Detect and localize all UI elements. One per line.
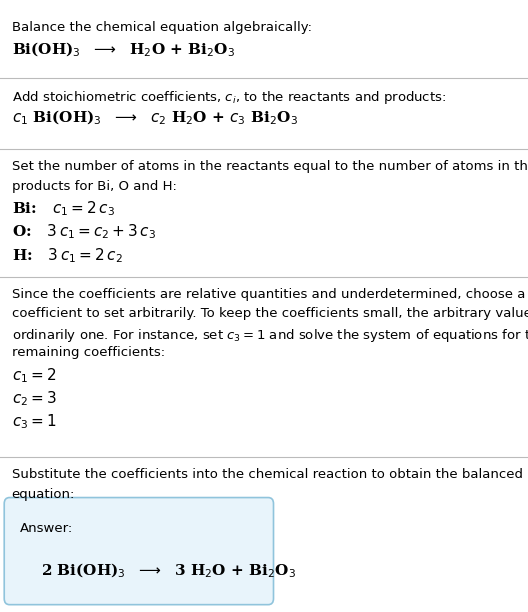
Text: $c_3 = 1$: $c_3 = 1$ [12, 412, 56, 431]
Text: $c_2 = 3$: $c_2 = 3$ [12, 389, 56, 408]
Text: Bi:   $c_1 = 2\,c_3$: Bi: $c_1 = 2\,c_3$ [12, 200, 115, 218]
Text: remaining coefficients:: remaining coefficients: [12, 346, 165, 359]
Text: ordinarily one. For instance, set $c_3 = 1$ and solve the system of equations fo: ordinarily one. For instance, set $c_3 =… [12, 327, 528, 344]
Text: Since the coefficients are relative quantities and underdetermined, choose a: Since the coefficients are relative quan… [12, 288, 525, 300]
Text: Answer:: Answer: [20, 522, 73, 535]
Text: $c_1$ Bi(OH)$_3$  $\longrightarrow$  $c_2$ H$_2$O + $c_3$ Bi$_2$O$_3$: $c_1$ Bi(OH)$_3$ $\longrightarrow$ $c_2$… [12, 109, 298, 127]
Text: Bi(OH)$_3$  $\longrightarrow$  H$_2$O + Bi$_2$O$_3$: Bi(OH)$_3$ $\longrightarrow$ H$_2$O + Bi… [12, 41, 235, 59]
Text: products for Bi, O and H:: products for Bi, O and H: [12, 180, 176, 193]
Text: Balance the chemical equation algebraically:: Balance the chemical equation algebraica… [12, 21, 312, 34]
Text: H:   $3\,c_1 = 2\,c_2$: H: $3\,c_1 = 2\,c_2$ [12, 246, 122, 265]
Text: Substitute the coefficients into the chemical reaction to obtain the balanced: Substitute the coefficients into the che… [12, 468, 523, 481]
Text: $c_1 = 2$: $c_1 = 2$ [12, 366, 56, 385]
Text: O:   $3\,c_1 = c_2 + 3\,c_3$: O: $3\,c_1 = c_2 + 3\,c_3$ [12, 223, 156, 242]
Text: 2 Bi(OH)$_3$  $\longrightarrow$  3 H$_2$O + Bi$_2$O$_3$: 2 Bi(OH)$_3$ $\longrightarrow$ 3 H$_2$O … [41, 562, 296, 580]
FancyBboxPatch shape [4, 498, 274, 605]
Text: Add stoichiometric coefficients, $c_i$, to the reactants and products:: Add stoichiometric coefficients, $c_i$, … [12, 89, 446, 106]
Text: coefficient to set arbitrarily. To keep the coefficients small, the arbitrary va: coefficient to set arbitrarily. To keep … [12, 307, 528, 320]
Text: equation:: equation: [12, 488, 75, 501]
Text: Set the number of atoms in the reactants equal to the number of atoms in the: Set the number of atoms in the reactants… [12, 160, 528, 173]
